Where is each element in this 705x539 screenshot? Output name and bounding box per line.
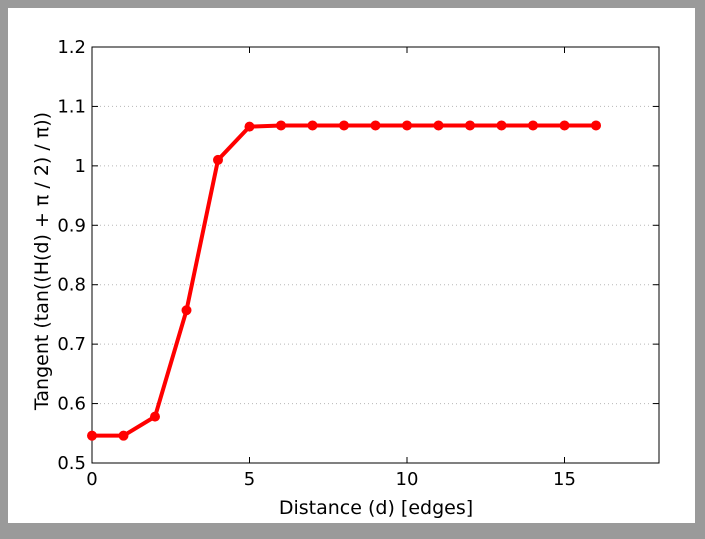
data-point — [276, 120, 286, 131]
data-point — [370, 120, 381, 131]
y-axis-label: Tangent (tan((H(d) + π / 2) / π)) — [31, 112, 53, 411]
y-tick-label: 0.7 — [57, 334, 86, 355]
x-tick-label: 0 — [86, 469, 97, 490]
data-point — [433, 120, 444, 131]
y-tick-label: 0.8 — [57, 275, 86, 296]
data-point — [87, 430, 97, 441]
data-point — [496, 120, 507, 131]
axes-frame — [91, 46, 660, 464]
data-point — [150, 411, 160, 422]
data-point — [402, 120, 412, 131]
y-tick-label: 1 — [75, 156, 86, 177]
data-point — [181, 305, 192, 316]
data-point — [307, 120, 318, 131]
x-tick-label: 15 — [553, 469, 576, 490]
y-tick-label: 0.6 — [57, 394, 86, 415]
data-point — [465, 120, 475, 131]
figure-panel: 0.5 0.6 0.7 0.8 0.9 1 1.1 1.2 0 5 10 15 Distance (d… — [8, 8, 695, 523]
x-axis-label: Distance (d) [edges] — [279, 497, 473, 519]
y-tick-label: 0.5 — [57, 453, 86, 474]
grid-lines — [92, 105, 659, 405]
data-point — [244, 121, 255, 132]
data-point — [213, 154, 223, 165]
data-point — [559, 120, 570, 131]
y-tick-label: 0.9 — [57, 215, 86, 236]
tick-labels: 0.5 0.6 0.7 0.8 0.9 1 1.1 1.2 0 5 10 15 — [57, 37, 576, 490]
data-point — [591, 120, 601, 131]
series-group — [87, 120, 601, 441]
data-point — [339, 120, 349, 131]
series-line — [92, 123, 596, 438]
axes-box — [91, 46, 660, 464]
data-point — [528, 120, 538, 131]
data-point — [118, 430, 129, 441]
x-tick-label: 5 — [244, 469, 255, 490]
line-chart: 0.5 0.6 0.7 0.8 0.9 1 1.1 1.2 0 5 10 15 Distance (d… — [31, 37, 660, 519]
x-tick-label: 10 — [396, 469, 419, 490]
y-tick-label: 1.2 — [57, 37, 86, 58]
y-tick-label: 1.1 — [57, 96, 86, 117]
